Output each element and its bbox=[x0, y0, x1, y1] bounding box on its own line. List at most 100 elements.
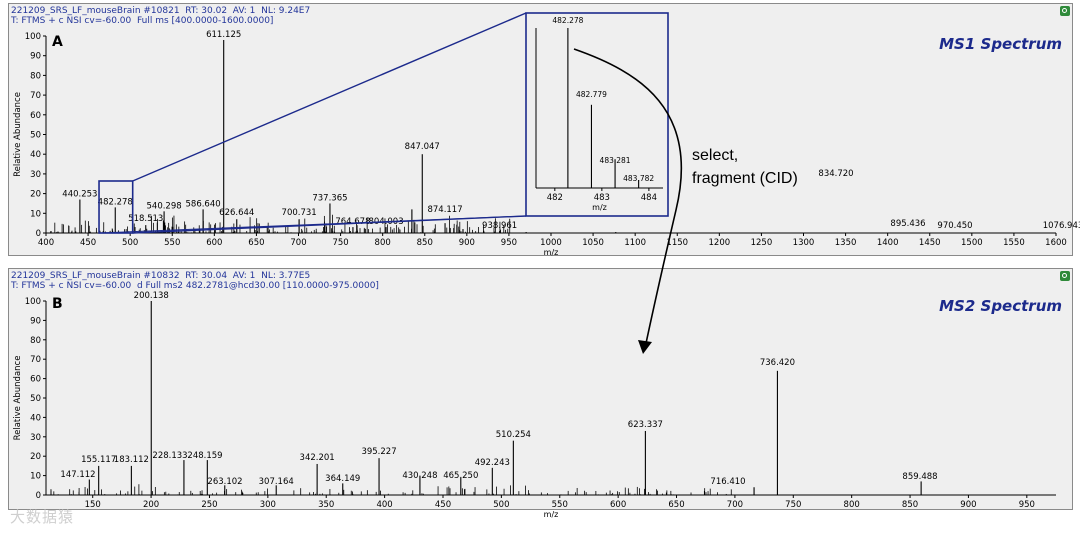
ms1-x-tick-label: 1450 bbox=[919, 238, 941, 248]
ms2-x-tick-label: 500 bbox=[493, 500, 509, 510]
ms1-y-tick-label: 90 bbox=[30, 52, 41, 62]
arrow-head-icon bbox=[638, 340, 652, 354]
ms1-x-tick-label: 950 bbox=[501, 238, 517, 248]
ms1-x-tick-label: 1200 bbox=[709, 238, 731, 248]
ms1-peak-label: 737.365 bbox=[312, 193, 347, 203]
panel-b-letter: B bbox=[52, 296, 63, 312]
ms2-y-tick-label: 70 bbox=[30, 355, 41, 365]
ms2-peak-label: 465.250 bbox=[443, 471, 478, 481]
zoom-selection-box bbox=[98, 180, 134, 234]
ms2-x-tick-label: 400 bbox=[376, 500, 392, 510]
ms1-y-tick-label: 50 bbox=[30, 131, 41, 141]
ms2-x-tick-label: 900 bbox=[960, 500, 976, 510]
ms1-x-tick-label: 900 bbox=[459, 238, 475, 248]
ms2-x-tick-label: 200 bbox=[143, 500, 159, 510]
ms2-x-tick-label: 250 bbox=[201, 500, 217, 510]
ms2-x-tick-label: 550 bbox=[552, 500, 568, 510]
ms2-header-line2: T: FTMS + c NSI cv=-60.00 d Full ms2 482… bbox=[11, 281, 379, 291]
ms2-peak-label: 364.149 bbox=[325, 474, 360, 484]
ms1-x-tick-label: 450 bbox=[80, 238, 96, 248]
inset-peak-label: 483.281 bbox=[600, 156, 631, 165]
inset-peak-label: 482.278 bbox=[552, 16, 583, 25]
ms1-header-line1: 221209_SRS_LF_mouseBrain #10821 RT: 30.0… bbox=[11, 6, 311, 16]
ms2-x-tick-label: 150 bbox=[85, 500, 101, 510]
ms1-x-tick-label: 1300 bbox=[793, 238, 815, 248]
ms1-x-tick-label: 500 bbox=[122, 238, 138, 248]
ms2-x-tick-label: 850 bbox=[902, 500, 918, 510]
inset-x-axis-label: m/z bbox=[592, 203, 607, 212]
ms2-y-tick-label: 100 bbox=[25, 297, 41, 307]
ms1-x-tick-label: 700 bbox=[290, 238, 306, 248]
panel-a-letter: A bbox=[52, 34, 63, 50]
ms2-x-axis-label: m/z bbox=[544, 510, 559, 519]
ms2-panel: 221209_SRS_LF_mouseBrain #10832 RT: 30.0… bbox=[8, 268, 1073, 510]
ms2-x-tick-label: 700 bbox=[727, 500, 743, 510]
ms2-peak-label: 263.102 bbox=[207, 477, 242, 487]
ms1-y-tick-label: 70 bbox=[30, 91, 41, 101]
ms1-y-tick-label: 60 bbox=[30, 111, 41, 121]
ms2-y-tick-label: 50 bbox=[30, 394, 41, 404]
ms1-header-line2: T: FTMS + c NSI cv=-60.00 Full ms [400.0… bbox=[11, 16, 274, 26]
ms2-x-tick-label: 450 bbox=[435, 500, 451, 510]
inset-x-tick-label: 482 bbox=[547, 193, 563, 203]
ms1-x-tick-label: 1500 bbox=[961, 238, 983, 248]
ms1-peak-label: 518.513 bbox=[128, 214, 163, 224]
ms2-y-tick-label: 0 bbox=[36, 491, 41, 501]
ms2-peak-label: 307.164 bbox=[259, 477, 294, 487]
ms2-x-tick-label: 300 bbox=[260, 500, 276, 510]
ms2-peak-label: 147.112 bbox=[60, 470, 95, 480]
ms1-peak-label: 1076.943 bbox=[1043, 221, 1080, 231]
inset-peak-label: 482.779 bbox=[576, 90, 607, 99]
ms1-peak-label: 700.731 bbox=[282, 208, 317, 218]
ms1-x-tick-label: 550 bbox=[164, 238, 180, 248]
ms1-y-tick-label: 80 bbox=[30, 71, 41, 81]
ms1-x-tick-label: 800 bbox=[375, 238, 391, 248]
ms1-x-tick-label: 1100 bbox=[624, 238, 646, 248]
ms1-y-tick-label: 30 bbox=[30, 170, 41, 180]
ms1-x-tick-label: 1600 bbox=[1045, 238, 1067, 248]
ms2-y-tick-label: 40 bbox=[30, 413, 41, 423]
corner-icon[interactable] bbox=[1060, 271, 1070, 281]
ms1-peak-label: 611.125 bbox=[206, 30, 241, 40]
ms2-x-tick-label: 350 bbox=[318, 500, 334, 510]
ms2-y-tick-label: 20 bbox=[30, 452, 41, 462]
ms2-peak-label: 716.410 bbox=[710, 477, 745, 487]
ms2-peak-label: 342.201 bbox=[300, 453, 335, 463]
ms1-x-tick-label: 1000 bbox=[540, 238, 562, 248]
ms1-peak-label: 970.450 bbox=[937, 221, 972, 231]
ms1-y-tick-label: 20 bbox=[30, 190, 41, 200]
ms2-peak-label: 183.112 bbox=[114, 455, 149, 465]
ms1-x-tick-label: 750 bbox=[332, 238, 348, 248]
ms1-y-tick-label: 100 bbox=[25, 32, 41, 42]
ms1-x-axis-label: m/z bbox=[544, 248, 559, 257]
ms2-peak-label: 200.138 bbox=[134, 291, 169, 301]
fragment-arrow bbox=[573, 48, 683, 349]
ms1-peak-label: 482.278 bbox=[98, 197, 133, 207]
ms2-y-tick-label: 30 bbox=[30, 433, 41, 443]
ms1-peak-label: 764.678 bbox=[335, 217, 370, 227]
ms2-peak-label: 248.159 bbox=[187, 451, 222, 461]
inset-x-tick-label: 483 bbox=[594, 193, 610, 203]
ms1-peak-label: 938.961 bbox=[482, 221, 517, 231]
zoom-connector bbox=[132, 12, 527, 182]
inset-peak-label: 483.782 bbox=[623, 174, 654, 183]
zoom-inset-box bbox=[525, 12, 669, 217]
ms2-peak-label: 430.248 bbox=[402, 471, 437, 481]
ms2-x-tick-label: 650 bbox=[668, 500, 684, 510]
ms2-y-axis-label: Relative Abundance bbox=[13, 356, 23, 441]
corner-icon[interactable] bbox=[1060, 6, 1070, 16]
ms1-peak-label: 834.720 bbox=[818, 169, 853, 179]
ms2-x-tick-label: 950 bbox=[1019, 500, 1035, 510]
ms1-y-tick-label: 0 bbox=[36, 229, 41, 239]
ms1-x-tick-label: 850 bbox=[417, 238, 433, 248]
ms2-x-tick-label: 750 bbox=[785, 500, 801, 510]
ms1-peak-label: 626.644 bbox=[219, 208, 254, 218]
ms1-x-tick-label: 1550 bbox=[1003, 238, 1025, 248]
ms2-header-line1: 221209_SRS_LF_mouseBrain #10832 RT: 30.0… bbox=[11, 271, 311, 281]
ms1-peak-label: 440.253 bbox=[62, 190, 97, 200]
inset-x-tick-label: 484 bbox=[641, 193, 657, 203]
ms1-y-tick-label: 10 bbox=[30, 209, 41, 219]
ms1-peak-label: 586.640 bbox=[186, 199, 221, 209]
ms2-x-tick-label: 600 bbox=[610, 500, 626, 510]
